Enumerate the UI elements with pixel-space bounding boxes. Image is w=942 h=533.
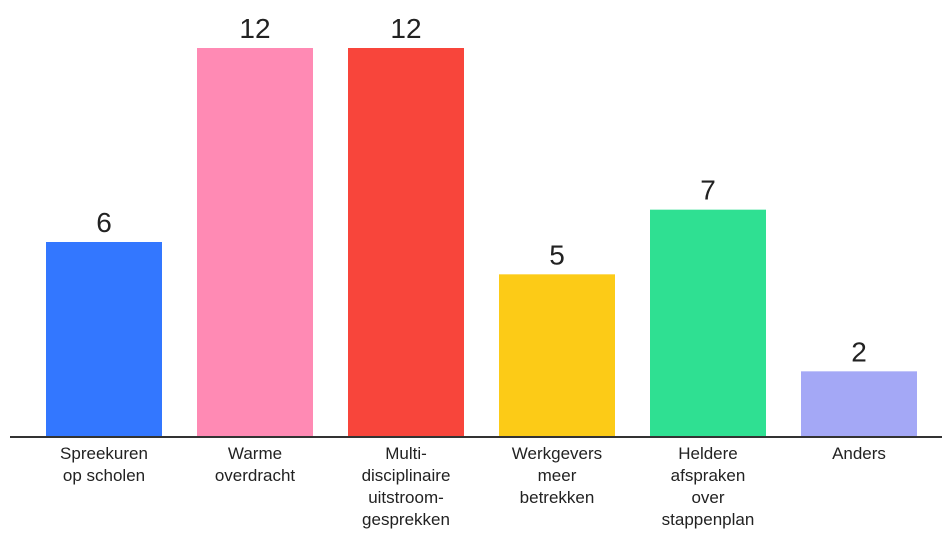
category-label-line: over bbox=[691, 488, 724, 507]
value-label-1: 6 bbox=[96, 207, 112, 238]
category-label-line: Heldere bbox=[678, 444, 738, 463]
category-label-line: op scholen bbox=[63, 466, 145, 485]
value-label-3: 12 bbox=[390, 13, 421, 44]
bars-group bbox=[46, 48, 917, 436]
bar-2 bbox=[197, 48, 313, 436]
category-label-line: betrekken bbox=[520, 488, 595, 507]
bar-6 bbox=[801, 371, 917, 436]
value-label-4: 5 bbox=[549, 239, 565, 270]
category-label-1: Spreekuren op scholen bbox=[60, 444, 148, 485]
value-label-6: 2 bbox=[851, 336, 867, 367]
category-label-6: Anders bbox=[832, 444, 886, 463]
category-label-line: Anders bbox=[832, 444, 886, 463]
bar-1 bbox=[46, 242, 162, 436]
category-label-line: disciplinaire bbox=[362, 466, 451, 485]
category-label-line: Warme bbox=[228, 444, 282, 463]
bar-3 bbox=[348, 48, 464, 436]
value-label-5: 7 bbox=[700, 175, 716, 206]
category-label-line: meer bbox=[538, 466, 577, 485]
category-label-4: Werkgevers meer betrekken bbox=[512, 444, 602, 507]
category-label-line: gesprekken bbox=[362, 510, 450, 529]
category-label-line: uitstroom- bbox=[368, 488, 444, 507]
category-label-line: Multi- bbox=[385, 444, 427, 463]
category-label-line: Spreekuren bbox=[60, 444, 148, 463]
category-label-line: afspraken bbox=[671, 466, 746, 485]
category-label-line: stappenplan bbox=[662, 510, 755, 529]
category-label-2: Warme overdracht bbox=[215, 444, 296, 485]
category-labels-group: Spreekuren op scholen Warme overdracht Multi… bbox=[60, 444, 886, 529]
bar-5 bbox=[650, 210, 766, 436]
category-label-3: Multi-disciplinaire uitstroom-gesprekken bbox=[362, 444, 451, 529]
category-label-line: overdracht bbox=[215, 466, 296, 485]
bar-4 bbox=[499, 274, 615, 436]
value-label-2: 12 bbox=[239, 13, 270, 44]
category-label-line: Werkgevers bbox=[512, 444, 602, 463]
category-label-5: Heldere afspraken over stappenplan bbox=[662, 444, 755, 529]
